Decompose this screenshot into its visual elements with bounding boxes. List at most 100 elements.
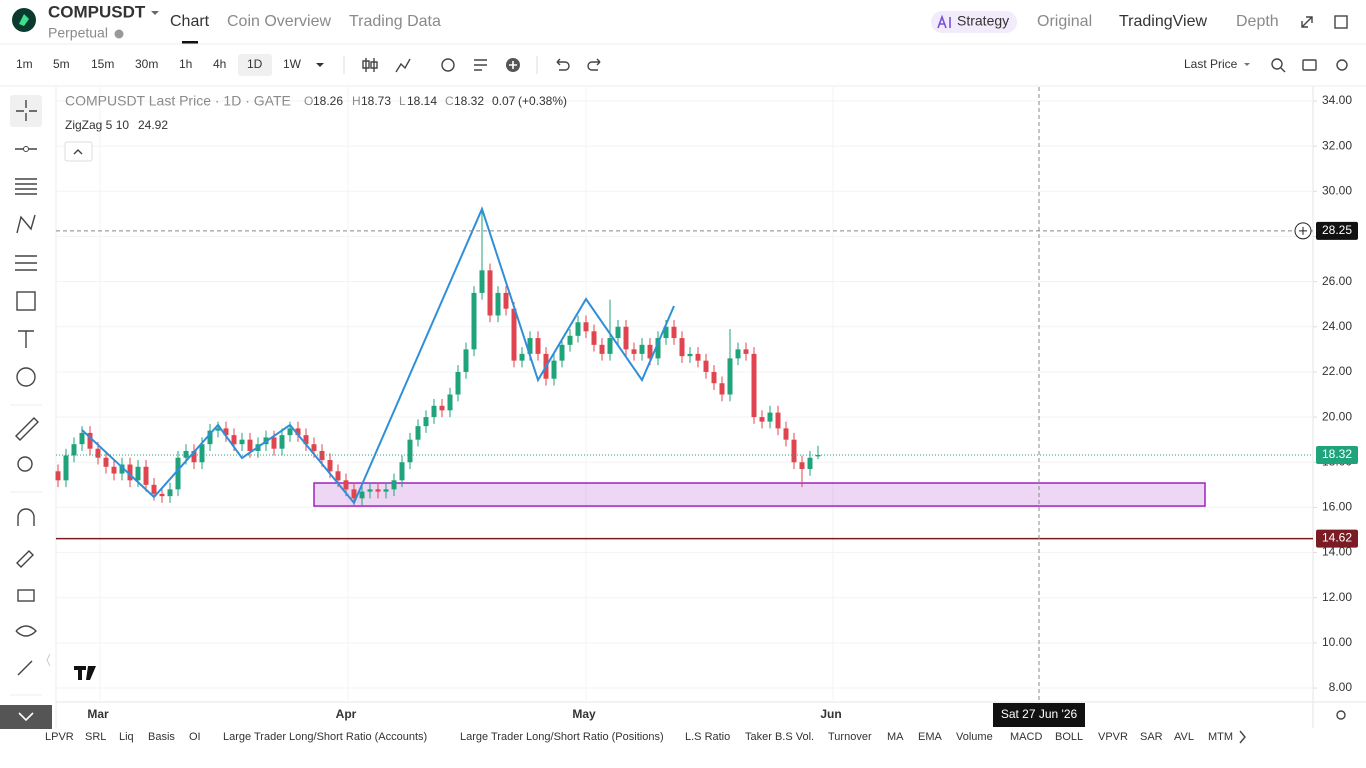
interval[interactable]: 1h (179, 57, 192, 71)
collapse-box[interactable] (0, 705, 52, 729)
candle-body (583, 322, 589, 332)
info-icon[interactable] (114, 29, 124, 39)
indicator-tab[interactable]: Turnover (828, 731, 872, 743)
draw-lock-tool[interactable] (16, 550, 34, 568)
indicator-tab[interactable]: OI (189, 731, 201, 743)
symbol-caret[interactable] (151, 11, 159, 15)
camera-icon[interactable] (1302, 59, 1317, 71)
tab[interactable]: Chart (170, 13, 210, 30)
fib-tool[interactable] (15, 178, 37, 195)
strategy[interactable]: Strategy (957, 13, 1009, 29)
candle-body (567, 335, 573, 345)
interval[interactable]: 1D (247, 57, 263, 71)
indicator-tab[interactable]: LPVR (45, 731, 74, 743)
y-tick-label: 24.00 (1322, 319, 1352, 333)
undo-icon[interactable] (556, 58, 570, 71)
shape-tool[interactable] (16, 291, 36, 311)
candle-body (119, 464, 125, 474)
view[interactable]: Original (1037, 13, 1092, 30)
indicator-icon[interactable] (395, 58, 411, 73)
magnet-tool[interactable] (17, 508, 35, 526)
strategy-pill[interactable] (931, 11, 1017, 33)
indicator-tab[interactable]: Large Trader Long/Short Ratio (Positions… (460, 731, 664, 743)
price-type[interactable]: Last Price (1184, 57, 1238, 71)
price-type-caret[interactable] (1244, 63, 1250, 66)
candle-body (703, 360, 709, 372)
interval[interactable]: 1W (283, 57, 302, 71)
template-icon[interactable] (474, 59, 487, 71)
pattern-tool[interactable] (16, 214, 36, 234)
ruler-tool[interactable] (15, 417, 39, 441)
candle-body (439, 405, 445, 411)
interval[interactable]: 15m (91, 57, 114, 71)
tv-logo (74, 666, 96, 680)
scroll-left[interactable] (46, 653, 51, 667)
indicator-tab[interactable]: BOLL (1055, 731, 1083, 743)
collapse-legend[interactable] (64, 141, 93, 162)
indicator-tab[interactable]: Large Trader Long/Short Ratio (Accounts) (223, 731, 427, 743)
replay-icon[interactable] (441, 58, 455, 72)
candle-body (215, 428, 221, 431)
indicator-name: ZigZag 5 10 (65, 118, 129, 132)
candle-body (679, 338, 685, 357)
candle-body (175, 457, 181, 490)
indicator-tab[interactable]: Taker B.S Vol. (745, 731, 814, 743)
view[interactable]: TradingView (1119, 13, 1207, 30)
candle-body (239, 439, 245, 445)
candle-type-icon[interactable] (362, 58, 378, 72)
candle-body (279, 435, 285, 449)
crosshair-tool[interactable] (16, 100, 37, 121)
indicator-tab[interactable]: VPVR (1098, 731, 1128, 743)
channel-tool[interactable] (15, 255, 37, 271)
indicators-more[interactable] (1239, 730, 1246, 744)
interval[interactable]: 30m (135, 57, 158, 71)
indicator-tab[interactable]: MACD (1010, 731, 1042, 743)
candle-body (223, 428, 229, 436)
visibility-tool[interactable] (15, 625, 37, 637)
interval-active-bg (238, 54, 272, 76)
candle-body (407, 439, 413, 463)
candle-body (551, 360, 557, 379)
candle-body (159, 493, 165, 497)
text-tool[interactable] (18, 330, 34, 348)
candle-body (71, 444, 77, 456)
alert-label: 14.62 (1322, 531, 1352, 545)
candle-body (639, 344, 645, 354)
interval-caret[interactable] (316, 63, 324, 67)
indicator-tab[interactable]: MA (887, 731, 904, 743)
redo-icon[interactable] (587, 58, 601, 71)
y-tick-label: 32.00 (1322, 138, 1352, 152)
indicator-tab[interactable]: EMA (918, 731, 943, 743)
settings-icon[interactable] (1336, 59, 1348, 71)
candle-body (719, 383, 725, 395)
emoji-tool[interactable] (16, 367, 36, 387)
indicator-tab[interactable]: SRL (85, 731, 106, 743)
indicator-tab[interactable]: SAR (1140, 731, 1163, 743)
indicator-tab[interactable]: AVL (1174, 731, 1194, 743)
symbol[interactable]: COMPUSDT (48, 2, 146, 21)
indicator-tab[interactable]: Volume (956, 731, 993, 743)
candle-body (783, 428, 789, 440)
indicator-tab[interactable]: MTM (1208, 731, 1233, 743)
view[interactable]: Depth (1236, 13, 1279, 30)
expand-icon[interactable] (1301, 16, 1313, 28)
interval[interactable]: 5m (53, 57, 70, 71)
candle-body (79, 432, 85, 445)
search-icon[interactable] (1271, 58, 1283, 70)
link-tool[interactable] (17, 660, 33, 676)
tab[interactable]: Trading Data (349, 13, 441, 30)
interval[interactable]: 1m (16, 57, 33, 71)
crosshair-plus-sign (1299, 226, 1307, 235)
indicator-tab[interactable]: Liq (119, 731, 134, 743)
axis-settings[interactable] (1336, 710, 1346, 720)
candle-body (743, 349, 749, 354)
zoom-tool[interactable] (17, 456, 33, 472)
window-icon[interactable] (1334, 15, 1348, 29)
candle-body (503, 292, 509, 309)
tab[interactable]: Coin Overview (227, 13, 331, 30)
indicator-tab[interactable]: L.S Ratio (685, 731, 730, 743)
indicator-tab[interactable]: Basis (148, 731, 175, 743)
interval[interactable]: 4h (213, 57, 226, 71)
lock-tool[interactable] (17, 589, 35, 602)
crosshair-date-bg (993, 703, 1085, 727)
